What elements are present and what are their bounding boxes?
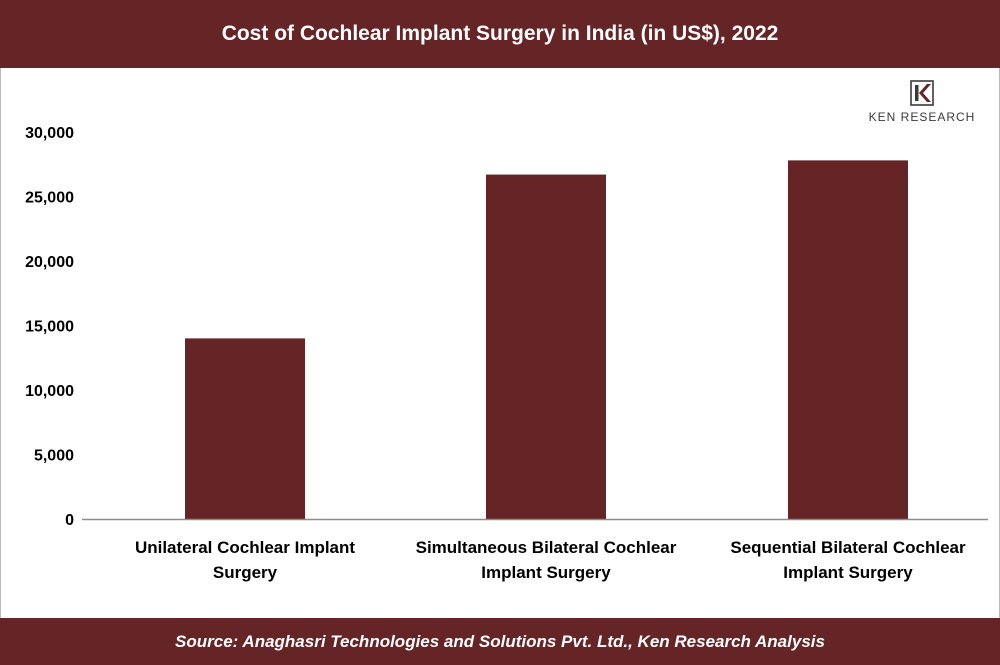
- y-tick-label: 30,000: [25, 125, 74, 142]
- chart-title: Cost of Cochlear Implant Surgery in Indi…: [221, 22, 779, 45]
- x-tick-label: Unilateral Cochlear Implant: [135, 538, 355, 557]
- source-text: Source: Anaghasri Technologies and Solut…: [175, 631, 825, 651]
- bar: [486, 174, 606, 519]
- bar: [788, 160, 908, 519]
- logo-text: KEN RESEARCH: [868, 110, 976, 124]
- ken-research-logo: KEN RESEARCH: [852, 80, 992, 124]
- y-tick-label: 15,000: [25, 319, 74, 336]
- x-tick-label: Sequential Bilateral Cochlear: [730, 538, 966, 557]
- x-tick-label: Implant Surgery: [481, 563, 611, 582]
- title-bar: Cost of Cochlear Implant Surgery in Indi…: [0, 0, 1000, 68]
- bar-chart: 0 5,000 10,000 15,000 20,000 25,000 30,000 Unil…: [25, 125, 988, 582]
- bar: [185, 338, 305, 519]
- x-tick-label: Surgery: [213, 563, 278, 582]
- x-tick-label: Simultaneous Bilateral Cochlear: [416, 538, 677, 557]
- ken-research-logo-icon: [910, 80, 934, 106]
- y-tick-label: 20,000: [25, 254, 74, 271]
- source-bar: Source: Anaghasri Technologies and Solut…: [0, 618, 1000, 665]
- y-tick-label: 0: [65, 512, 74, 529]
- y-tick-label: 25,000: [25, 190, 74, 207]
- y-tick-label: 5,000: [34, 448, 74, 465]
- x-tick-label: Implant Surgery: [783, 563, 913, 582]
- y-tick-label: 10,000: [25, 383, 74, 400]
